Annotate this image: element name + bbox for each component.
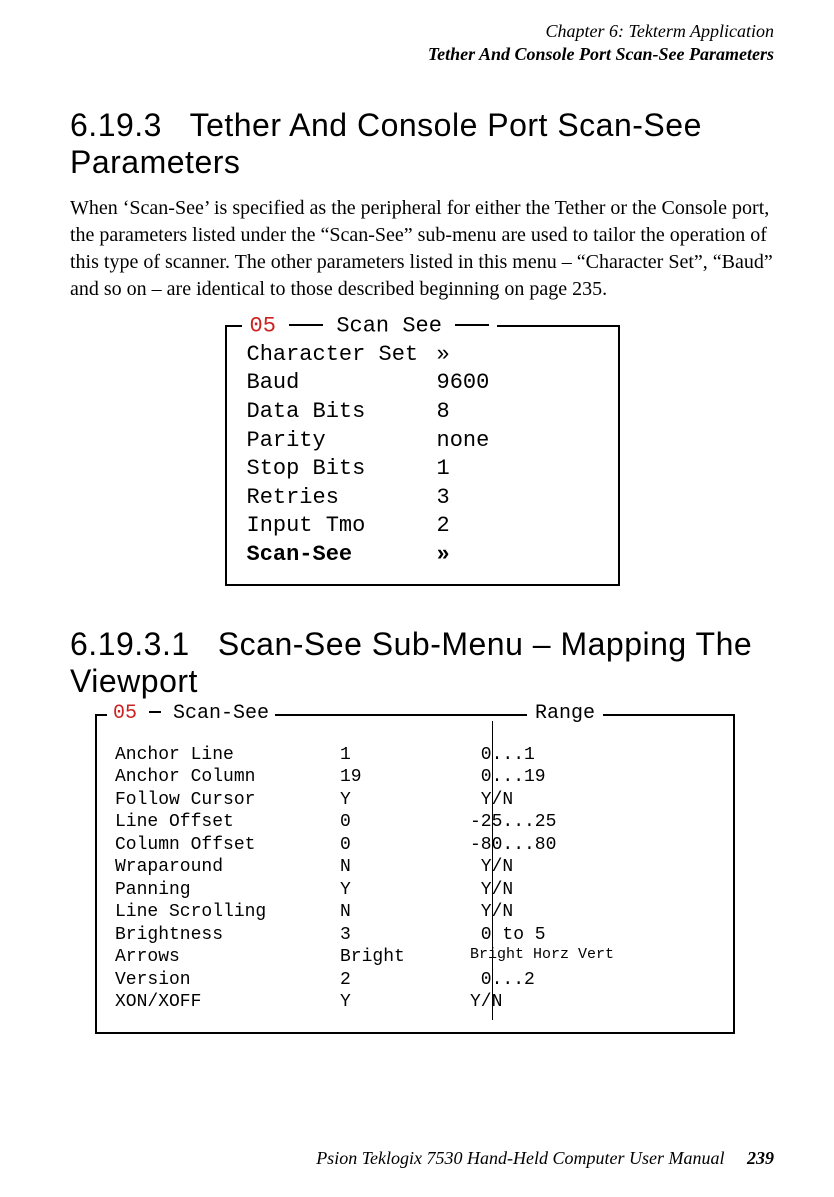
submenu-key: Panning	[115, 879, 340, 902]
submenu-key: Brightness	[115, 924, 340, 947]
submenu-key: XON/XOFF	[115, 991, 340, 1014]
submenu-value: 2	[340, 969, 470, 992]
section-title-1: 6.19.3 Tether And Console Port Scan-See …	[70, 107, 774, 181]
submenu-value: Y	[340, 991, 470, 1014]
menu-box-number: 05	[250, 313, 276, 338]
submenu-row: Anchor Line1 0...1	[115, 744, 715, 767]
submenu-row: XON/XOFFYY/N	[115, 991, 715, 1014]
scan-see-submenu-box: 05 Scan-See Range Anchor Line1 0...1Anch…	[95, 714, 735, 1034]
submenu-range: 0...19	[470, 766, 546, 789]
page-number: 239	[747, 1148, 774, 1168]
menu-row: Scan-See»	[247, 541, 598, 570]
menu-dash-icon	[289, 313, 323, 338]
menu-row: Input Tmo2	[247, 512, 598, 541]
submenu-value: 19	[340, 766, 470, 789]
submenu-range: 0...2	[470, 969, 535, 992]
submenu-row: PanningY Y/N	[115, 879, 715, 902]
submenu-number: 05	[113, 702, 137, 725]
menu-value: »	[437, 541, 450, 570]
menu-row: Paritynone	[247, 427, 598, 456]
submenu-row: Line Offset0-25...25	[115, 811, 715, 834]
vertical-divider	[492, 721, 493, 1020]
submenu-row: Follow CursorY Y/N	[115, 789, 715, 812]
submenu-row: Anchor Column19 0...19	[115, 766, 715, 789]
submenu-value: Bright	[340, 946, 470, 969]
submenu-value: 3	[340, 924, 470, 947]
submenu-row: Brightness3 0 to 5	[115, 924, 715, 947]
section-number: 6.19.3.1	[70, 626, 190, 662]
submenu-range: -80...80	[470, 834, 556, 857]
menu-key: Baud	[247, 369, 437, 398]
menu-key: Scan-See	[247, 541, 437, 570]
menu-rows: Character Set»Baud9600Data Bits8Parityno…	[247, 341, 598, 570]
menu-row: Character Set»	[247, 341, 598, 370]
submenu-value: N	[340, 901, 470, 924]
page-header: Chapter 6: Tekterm Application Tether An…	[70, 20, 774, 67]
scan-see-menu-box: 05 Scan See Character Set»Baud9600Data B…	[225, 325, 620, 586]
menu-key: Input Tmo	[247, 512, 437, 541]
menu-value: 2	[437, 512, 450, 541]
submenu-value: 1	[340, 744, 470, 767]
menu-key: Data Bits	[247, 398, 437, 427]
footer-text: Psion Teklogix 7530 Hand-Held Computer U…	[316, 1148, 724, 1168]
submenu-rows: Anchor Line1 0...1Anchor Column19 0...19…	[115, 744, 715, 1014]
submenu-row: Column Offset0-80...80	[115, 834, 715, 857]
submenu-title: Scan-See	[173, 702, 269, 725]
submenu-value: Y	[340, 879, 470, 902]
submenu-key: Anchor Line	[115, 744, 340, 767]
submenu-row: Line ScrollingN Y/N	[115, 901, 715, 924]
submenu-range: -25...25	[470, 811, 556, 834]
menu-box-title: Scan See	[336, 313, 442, 338]
menu-row: Data Bits8	[247, 398, 598, 427]
section-body: When ‘Scan-See’ is specified as the peri…	[70, 195, 774, 303]
submenu-value: 0	[340, 834, 470, 857]
submenu-row: ArrowsBrightBright Horz Vert	[115, 946, 715, 969]
section-number: 6.19.3	[70, 107, 162, 143]
menu-key: Stop Bits	[247, 455, 437, 484]
menu-value: 3	[437, 484, 450, 513]
menu-value: 1	[437, 455, 450, 484]
menu-row: Retries3	[247, 484, 598, 513]
submenu-range: 0...1	[470, 744, 535, 767]
menu-key: Character Set	[247, 341, 437, 370]
menu-value: 8	[437, 398, 450, 427]
submenu-key: Column Offset	[115, 834, 340, 857]
submenu-value: Y	[340, 789, 470, 812]
section-heading: Tether And Console Port Scan-See Paramet…	[70, 107, 702, 180]
menu-value: »	[437, 341, 450, 370]
header-topic: Tether And Console Port Scan-See Paramet…	[70, 43, 774, 66]
menu-row: Stop Bits1	[247, 455, 598, 484]
submenu-row: Version2 0...2	[115, 969, 715, 992]
section-title-2: 6.19.3.1 Scan-See Sub-Menu – Mapping The…	[70, 626, 774, 700]
submenu-key: Line Scrolling	[115, 901, 340, 924]
menu-value: 9600	[437, 369, 490, 398]
dash-icon	[149, 702, 161, 725]
header-chapter: Chapter 6: Tekterm Application	[70, 20, 774, 43]
menu-dash-icon	[455, 313, 489, 338]
submenu-label-right: Range	[527, 702, 603, 725]
menu-key: Parity	[247, 427, 437, 456]
page-footer: Psion Teklogix 7530 Hand-Held Computer U…	[316, 1148, 774, 1169]
menu-value: none	[437, 427, 490, 456]
submenu-key: Wraparound	[115, 856, 340, 879]
submenu-label-left: 05 Scan-See	[107, 702, 275, 725]
submenu-range: 0 to 5	[470, 924, 546, 947]
submenu-key: Arrows	[115, 946, 340, 969]
submenu-value: N	[340, 856, 470, 879]
submenu-range: Y/N	[470, 991, 502, 1014]
submenu-key: Anchor Column	[115, 766, 340, 789]
submenu-value: 0	[340, 811, 470, 834]
submenu-key: Version	[115, 969, 340, 992]
submenu-key: Line Offset	[115, 811, 340, 834]
submenu-key: Follow Cursor	[115, 789, 340, 812]
menu-box-label: 05 Scan See	[242, 313, 498, 338]
menu-key: Retries	[247, 484, 437, 513]
menu-row: Baud9600	[247, 369, 598, 398]
submenu-row: WraparoundN Y/N	[115, 856, 715, 879]
